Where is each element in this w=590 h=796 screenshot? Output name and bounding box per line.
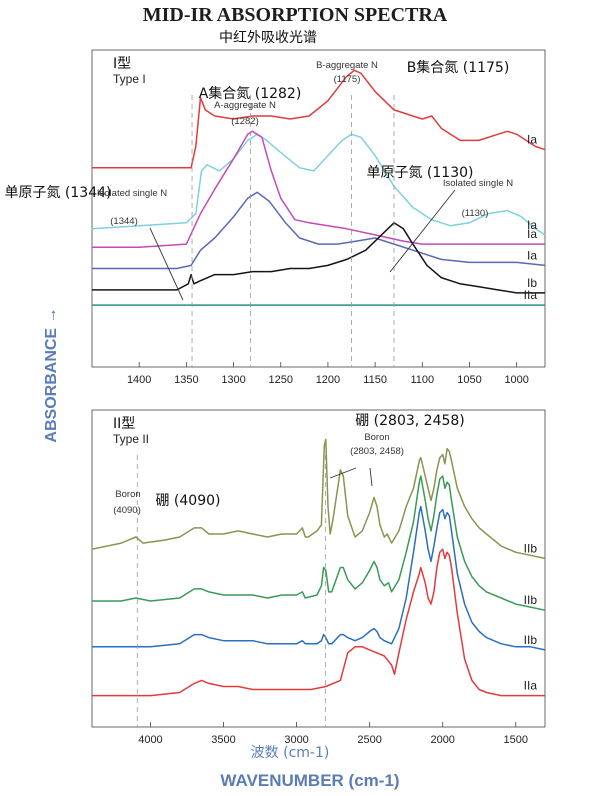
series-label: IIb [524,633,538,647]
series-label: IIb [524,541,538,555]
annotation-en: Boron [364,432,389,443]
x-tick-label: 1050 [457,374,481,386]
x-tick-label: 1200 [316,374,340,386]
annotation-en: Isolated single N [443,178,513,189]
y-axis-label: ABSORBANCE → [43,307,60,442]
annotation-cn: 硼 (2803, 2458) [355,413,465,429]
annotation-value: (1344) [110,216,137,227]
spectrum-line [92,130,545,248]
panel-2-series: IIb IIb IIb IIa [91,438,546,697]
series-label: Ib [527,276,537,290]
x-tick-label: 3000 [284,734,308,746]
chart-title: MID-IR ABSORPTION SPECTRA [143,4,448,26]
annotation-cn: 单原子氮 (1130) [366,165,473,181]
annotation-value: (1175) [334,74,361,85]
spectrum-line [91,133,546,236]
spectrum-line [92,222,545,294]
series-label: Ia [527,133,537,147]
x-tick-label: 2000 [430,734,454,746]
x-tick-label: 1150 [363,374,387,386]
chart-subtitle-cn: 中红外吸收光谱 [219,30,317,46]
x-tick-label: 1350 [174,374,198,386]
annotation-cn: 硼 (4090) [155,493,220,509]
annotation-en: Isolated single N [97,188,167,199]
series-label: IIa [524,679,538,693]
x-tick-label: 3500 [211,734,235,746]
annotation-en: B-aggregate N [316,60,378,71]
x-tick-label: 1000 [504,374,528,386]
series-label: Ia [527,218,537,232]
x-axis-label: WAVENUMBER (cm-1) [220,771,399,790]
annotation-value: (1130) [462,208,489,219]
x-axis-label-cn: 波数 (cm-1) [251,745,330,761]
panel-2-annotations: 硼 (4090) Boron (4090) 硼 (2803, 2458) Boron (2… [113,413,465,727]
spectrum-line [92,69,546,169]
annotation-leader [369,467,373,487]
series-label: Ia [527,248,537,262]
panel-1-title: Type I [113,72,146,86]
x-tick-label: 1300 [221,374,245,386]
spectrum-line [92,505,546,651]
spectrum-line [91,438,546,560]
panel-1-frame [91,49,546,368]
panel-2-x-axis: 4000 3500 3000 2500 2000 1500 [138,722,528,746]
spectrum-line [92,548,545,697]
panel-1-x-axis: 1400 1350 1300 1250 1200 1150 1100 1050 1000 [127,362,529,386]
spectrum-line [92,191,546,270]
panel-2-frame [91,409,546,728]
annotation-leader [389,189,456,273]
annotation-en: Boron [115,489,140,500]
series-label: IIa [524,288,538,302]
annotation-value: (1282) [231,116,258,127]
annotation-cn: A集合氮 (1282) [199,85,302,102]
series-label: Ia [527,227,537,241]
x-tick-label: 1100 [410,374,434,386]
annotation-leader [329,467,357,479]
annotation-value: (2803, 2458) [350,446,404,457]
x-tick-label: 4000 [138,734,162,746]
annotation-value: (4090) [113,505,140,516]
annotation-cn: B集合氮 (1175) [407,59,510,76]
spectrum-line [92,475,546,611]
annotation-cn: 单原子氮 (1344) [4,185,111,201]
x-tick-label: 1250 [269,374,293,386]
annotation-en: A-aggregate N [214,100,276,111]
panel-2-title-cn: II型 [113,416,135,432]
x-tick-label: 1400 [127,374,151,386]
annotation-leader [149,227,184,301]
series-label: IIb [524,593,538,607]
panel-2-title: Type II [113,432,149,446]
panel-1-annotations: A集合氮 (1282)A-aggregate N (1282) B集合氮 (1175… [4,59,513,367]
panel-1-title-cn: I型 [113,56,131,72]
x-tick-label: 1500 [504,734,528,746]
x-tick-label: 2500 [357,734,381,746]
